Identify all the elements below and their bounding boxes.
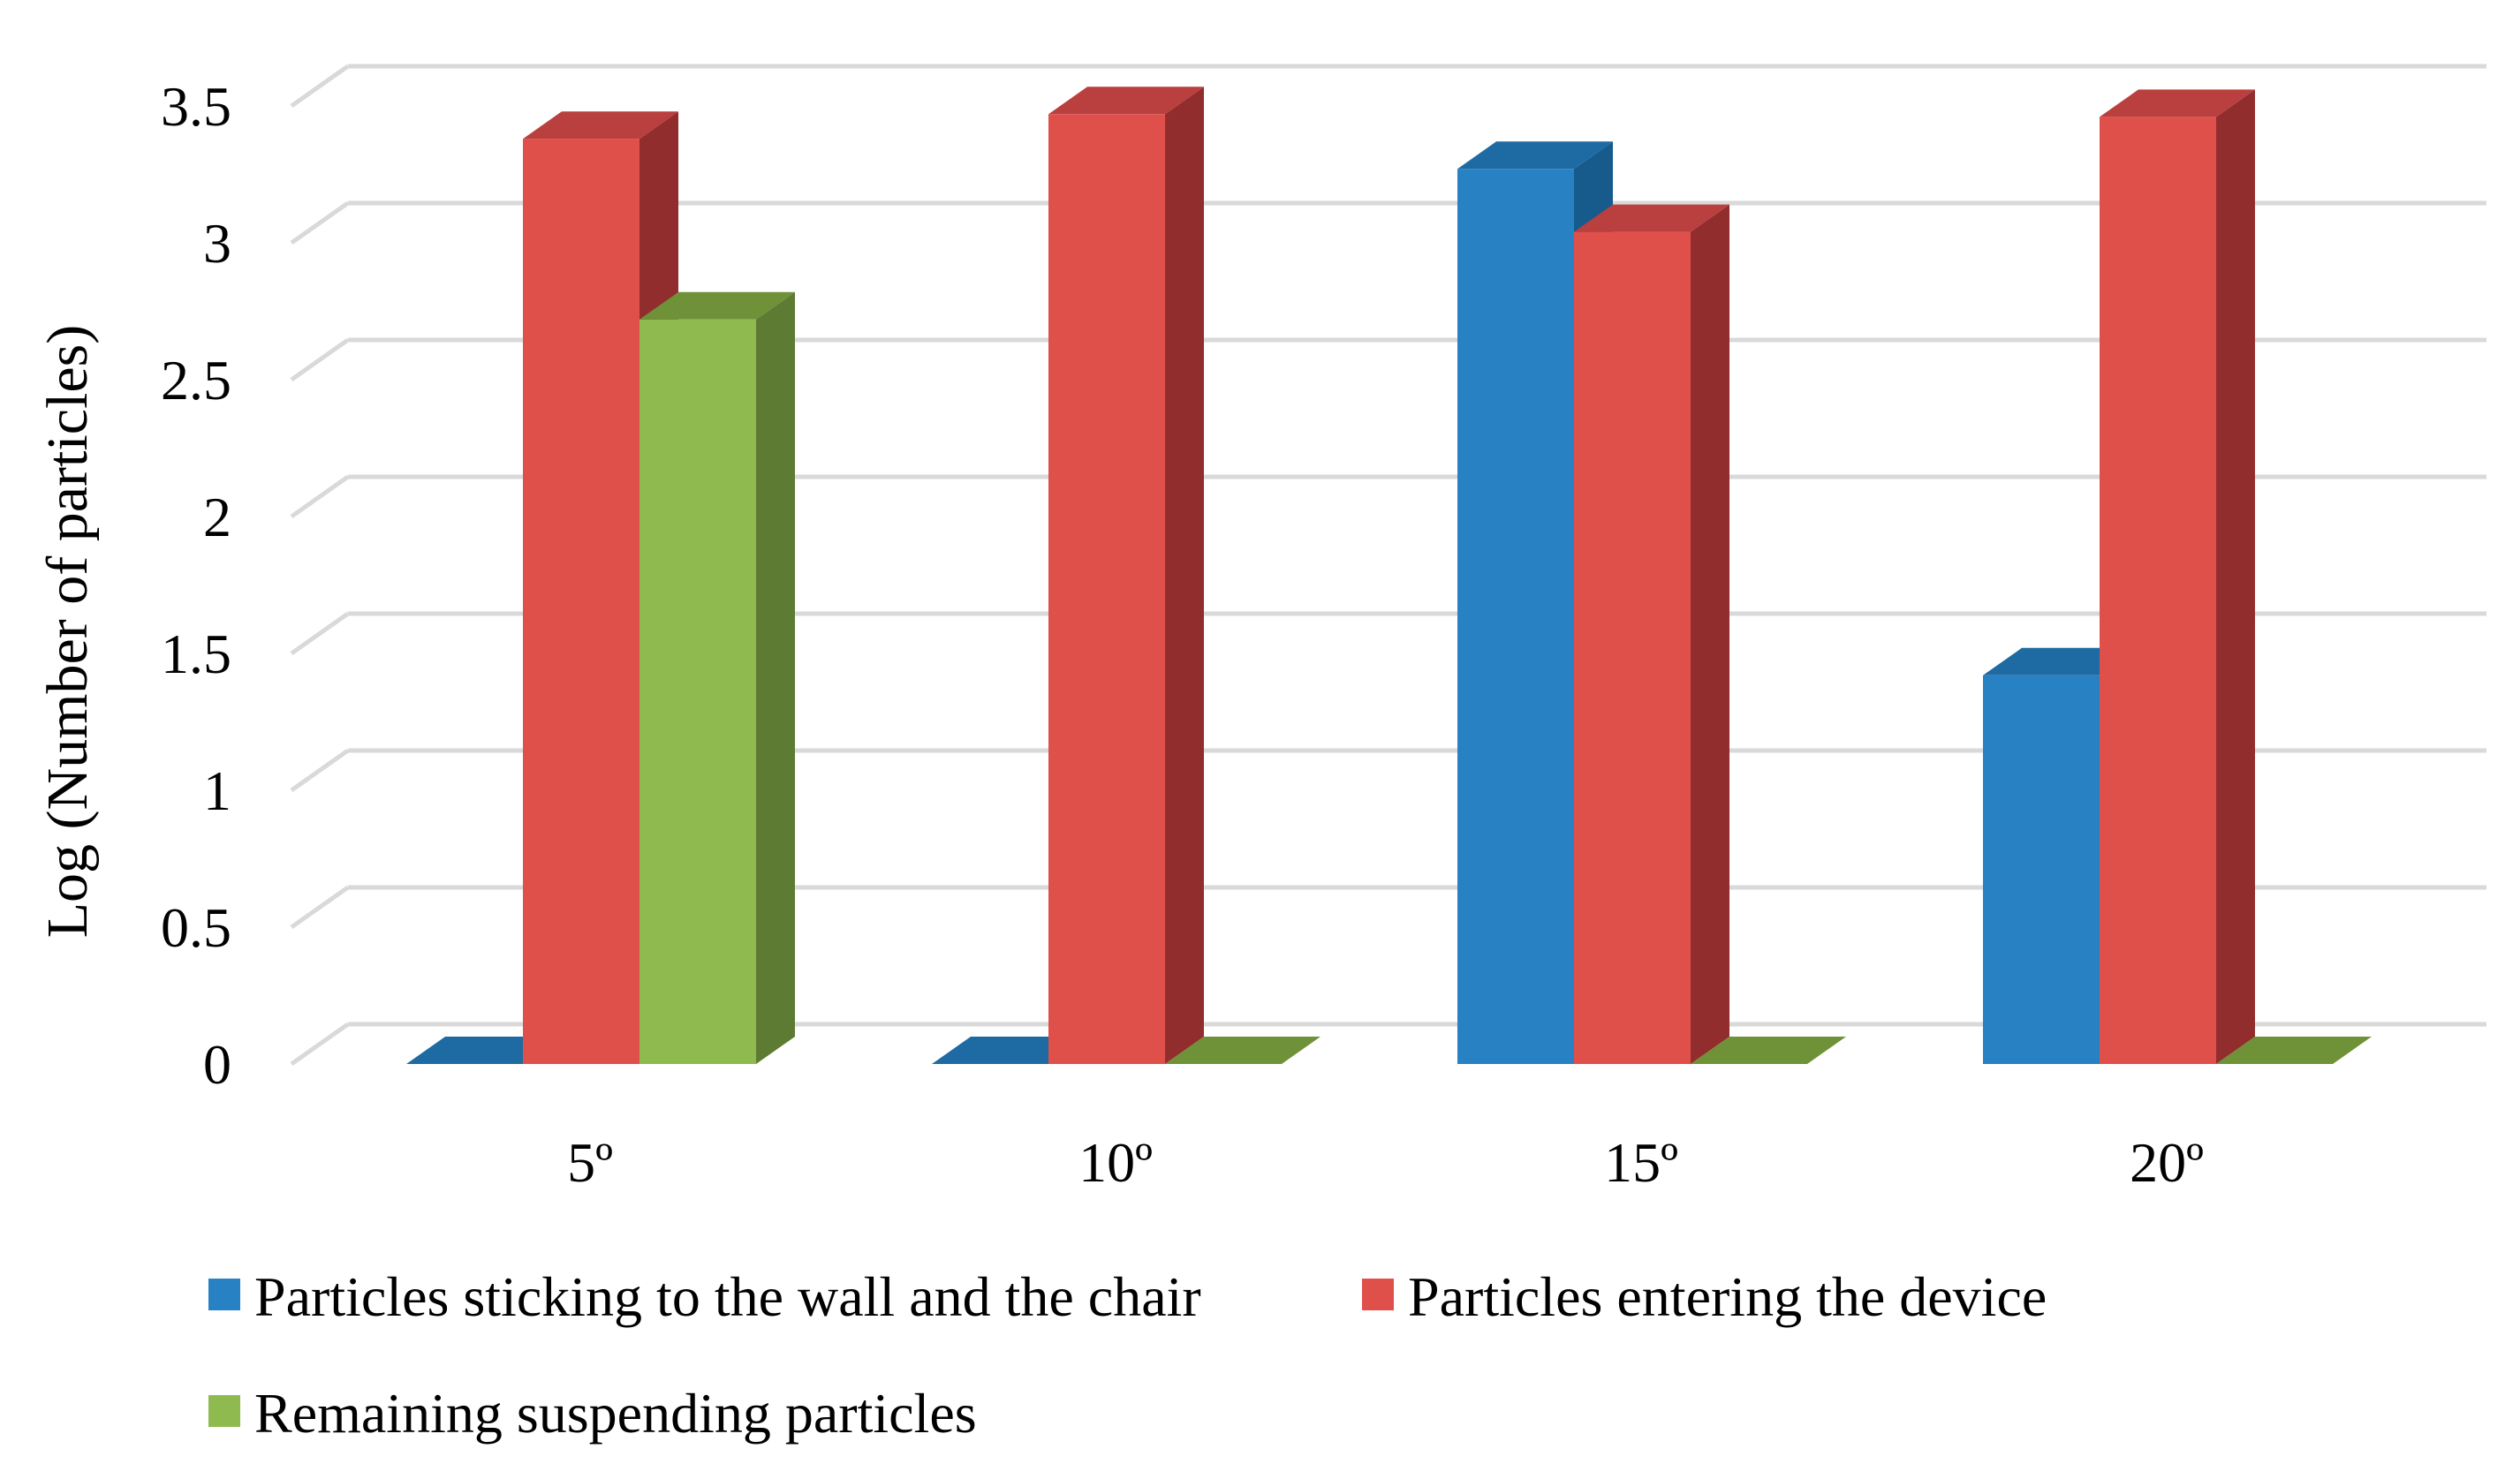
gridline-depth — [290, 201, 350, 245]
gridline-depth — [290, 338, 350, 382]
x-category-label: 15º — [1604, 1131, 1678, 1194]
y-tick-label: 0.5 — [161, 896, 231, 959]
y-tick-label: 1.5 — [161, 623, 231, 685]
y-axis-ticks: 0 0.5 1 1.5 2 2.5 3 3.5 — [161, 75, 231, 1096]
bar-top — [1165, 1037, 1321, 1064]
bar-side — [1691, 204, 1729, 1065]
legend-swatch — [208, 1395, 240, 1427]
bar — [2100, 89, 2255, 1064]
y-axis-title: Log (Number of particles) — [35, 325, 100, 939]
bar-side — [2216, 89, 2255, 1064]
x-category-label: 20º — [2130, 1131, 2204, 1194]
legend-entry: Particles entering the device — [1362, 1265, 2047, 1328]
gridline-depth — [290, 612, 350, 656]
bar — [1048, 87, 1204, 1064]
bar-top — [2100, 89, 2255, 117]
bar-front — [1457, 169, 1574, 1065]
bar-top — [523, 111, 678, 140]
bar-front — [1048, 114, 1165, 1064]
bar-front — [2100, 117, 2216, 1064]
legend: Particles sticking to the wall and the c… — [208, 1265, 2047, 1445]
y-tick-label: 0 — [203, 1033, 231, 1096]
bar-top — [1457, 141, 1613, 170]
bar-front — [1983, 675, 2100, 1064]
bar-side — [756, 291, 795, 1064]
y-tick-label: 3 — [203, 212, 231, 275]
legend-entry: Particles sticking to the wall and the c… — [208, 1265, 1201, 1328]
bar-side — [1165, 87, 1204, 1064]
x-category-label: 10º — [1078, 1131, 1153, 1194]
bar-top — [2216, 1037, 2372, 1064]
legend-swatch — [1362, 1279, 1394, 1310]
legend-label: Particles entering the device — [1408, 1265, 2047, 1328]
gridline-depth — [290, 1022, 350, 1067]
legend-label: Particles sticking to the wall and the c… — [254, 1265, 1201, 1328]
bar — [639, 291, 795, 1064]
bar-front — [523, 139, 639, 1065]
gridline-depth — [290, 749, 350, 793]
bar — [2216, 1037, 2372, 1064]
y-tick-label: 2.5 — [161, 349, 231, 411]
bar-top — [1048, 87, 1204, 115]
bar — [1165, 1037, 1321, 1064]
gridline-depth — [290, 886, 350, 930]
bar — [1691, 1037, 1846, 1064]
legend-label: Remaining suspending particles — [254, 1382, 977, 1445]
bar-front — [639, 319, 756, 1064]
x-category-label: 5º — [567, 1131, 613, 1194]
x-axis-categories: 5º 10º 15º 20º — [567, 1131, 2204, 1194]
bar-top — [639, 291, 795, 320]
gridline-depth — [290, 475, 350, 519]
bars — [406, 87, 2372, 1065]
bar-top — [1691, 1037, 1846, 1064]
bar-top — [1574, 204, 1729, 232]
y-tick-label: 3.5 — [161, 75, 231, 138]
y-tick-label: 2 — [203, 486, 231, 548]
gridline-depth — [290, 64, 350, 109]
y-tick-label: 1 — [203, 759, 231, 822]
legend-entry: Remaining suspending particles — [208, 1382, 977, 1445]
legend-swatch — [208, 1279, 240, 1310]
bar — [1574, 204, 1729, 1065]
bar-front — [1574, 231, 1691, 1065]
